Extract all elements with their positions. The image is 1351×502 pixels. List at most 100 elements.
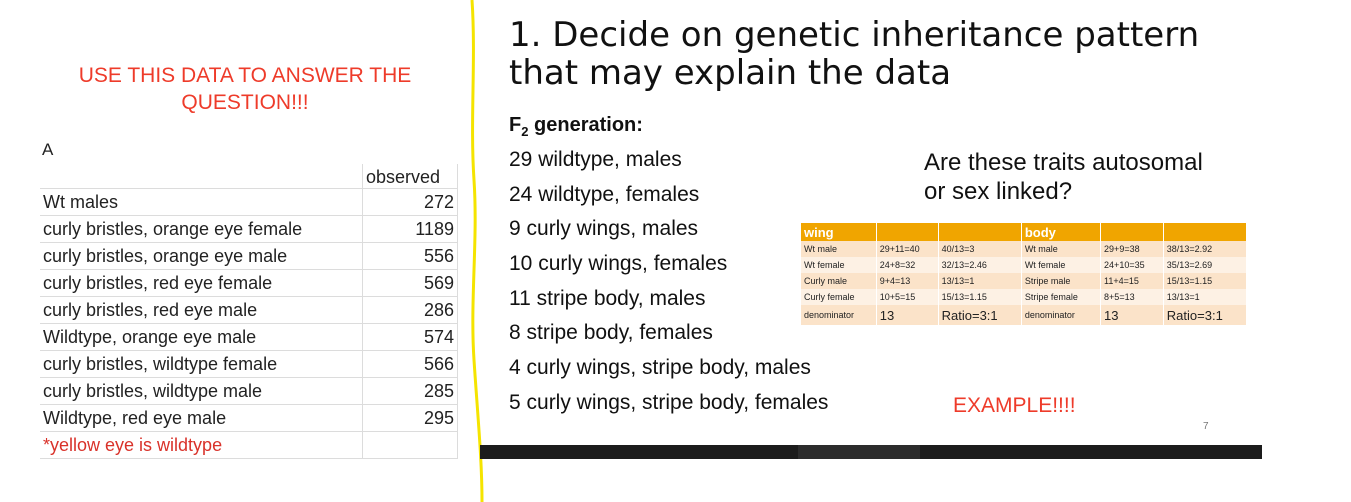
- row-label: curly bristles, wildtype male: [40, 377, 363, 405]
- list-item: 29 wildtype, males: [509, 148, 682, 171]
- table-row: curly bristles, orange eye male 556: [40, 242, 458, 270]
- example-label: EXAMPLE!!!!: [953, 394, 1076, 417]
- row-value: 1189: [362, 215, 458, 243]
- table-row: Wt male 29+11=40 40/13=3 Wt male 29+9=38 38/…: [801, 241, 1248, 257]
- row-value: 285: [362, 377, 458, 405]
- table-row: curly bristles, red eye male 286: [40, 296, 458, 324]
- cell: 40/13=3: [938, 241, 1022, 257]
- sheet-letter: A: [42, 140, 54, 159]
- row-label: curly bristles, orange eye female: [40, 215, 363, 243]
- table-row: curly bristles, wildtype female 566: [40, 350, 458, 378]
- yellow-divider-line: [470, 0, 484, 502]
- question-text: Are these traits autosomal or sex linked…: [924, 148, 1244, 206]
- cell: Curly female: [801, 289, 877, 305]
- video-player-thumbnail: [798, 445, 920, 459]
- header-wing: wing: [801, 223, 877, 241]
- row-label: curly bristles, orange eye male: [40, 242, 363, 270]
- cell: 8+5=13: [1100, 289, 1164, 305]
- f2-prefix: F: [509, 114, 522, 136]
- cell: 35/13=2.69: [1163, 257, 1248, 273]
- table-row: Curly male 9+4=13 13/13=1 Stripe male 11+4=…: [801, 273, 1248, 289]
- slide-title-line2: that may explain the data: [509, 53, 952, 93]
- table-row: Wt female 24+8=32 32/13=2.46 Wt female 24+1…: [801, 257, 1248, 273]
- table-row: curly bristles, red eye female 569: [40, 269, 458, 297]
- cell: 13: [876, 305, 939, 325]
- question-line1: Are these traits autosomal: [924, 149, 1203, 176]
- table-row: curly bristles, wildtype male 285: [40, 377, 458, 405]
- question-line2: or sex linked?: [924, 178, 1073, 205]
- cell: 10+5=15: [876, 289, 939, 305]
- observed-data-table: observed Wt males 272 curly bristles, ora…: [40, 164, 458, 459]
- row-label: curly bristles, red eye female: [40, 269, 363, 297]
- f2-subscript: 2: [521, 124, 529, 139]
- cell: Stripe female: [1021, 289, 1102, 305]
- slide-title-line1: 1. Decide on genetic inheritance pattern: [509, 15, 1200, 55]
- row-value: 272: [362, 188, 458, 216]
- row-value: 569: [362, 269, 458, 297]
- cell: Wt female: [1021, 257, 1102, 273]
- cell: Wt male: [1021, 241, 1102, 257]
- row-value: 295: [362, 404, 458, 432]
- cell: Curly male: [801, 273, 877, 289]
- cell: denominator: [801, 305, 877, 325]
- header-empty-cell: [1163, 223, 1248, 241]
- header-body: body: [1021, 223, 1102, 241]
- cell: 29+9=38: [1100, 241, 1164, 257]
- cell: Wt female: [801, 257, 877, 273]
- list-item: 10 curly wings, females: [509, 252, 728, 276]
- column-header-observed: observed: [362, 164, 458, 189]
- header-empty-cell: [40, 164, 363, 189]
- list-item: 24 wildtype, females: [509, 182, 700, 206]
- warning-text: USE THIS DATA TO ANSWER THE QUESTION!!!: [78, 64, 412, 114]
- table-row: Curly female 10+5=15 15/13=1.15 Stripe fem…: [801, 289, 1248, 305]
- row-label: curly bristles, wildtype female: [40, 350, 363, 378]
- cell: 32/13=2.46: [938, 257, 1022, 273]
- cell: Ratio=3:1: [1163, 305, 1248, 325]
- cell: 15/13=1.15: [1163, 273, 1248, 289]
- table-header-row: observed: [40, 164, 458, 189]
- row-label: Wildtype, red eye male: [40, 404, 363, 432]
- row-label: curly bristles, red eye male: [40, 296, 363, 324]
- footnote-empty-cell: [362, 431, 458, 459]
- list-item: 8 stripe body, females: [509, 321, 713, 345]
- header-empty-cell: [876, 223, 939, 241]
- row-value: 286: [362, 296, 458, 324]
- table-row: curly bristles, orange eye female 1189: [40, 215, 458, 243]
- slide-page-number: 7: [1203, 421, 1209, 432]
- cell: denominator: [1021, 305, 1102, 325]
- row-value: 574: [362, 323, 458, 351]
- list-item: 5 curly wings, stripe body, females: [509, 390, 829, 414]
- row-label: Wildtype, orange eye male: [40, 323, 363, 351]
- cell: Stripe male: [1021, 273, 1102, 289]
- example-ratio-table: wing body Wt male 29+11=40 40/13=3 Wt male…: [801, 223, 1248, 325]
- cell: 15/13=1.15: [938, 289, 1022, 305]
- cell: 11+4=15: [1100, 273, 1164, 289]
- slide-canvas: [482, 0, 1262, 445]
- header-empty-cell: [938, 223, 1022, 241]
- list-item: 9 curly wings, males: [509, 217, 699, 241]
- header-empty-cell: [1100, 223, 1164, 241]
- denominator-row: denominator 13 Ratio=3:1 denominator 13 Rati…: [801, 305, 1248, 325]
- cell: Ratio=3:1: [938, 305, 1022, 325]
- list-item: 11 stripe body, males: [509, 286, 706, 310]
- cell: 9+4=13: [876, 273, 939, 289]
- row-value: 566: [362, 350, 458, 378]
- table-row: Wildtype, red eye male 295: [40, 404, 458, 432]
- f2-suffix: generation:: [528, 114, 643, 136]
- table-row: Wt males 272: [40, 188, 458, 216]
- f2-generation-heading: F2 generation:: [509, 114, 643, 139]
- cell: 13/13=1: [938, 273, 1022, 289]
- footnote-row: *yellow eye is wildtype: [40, 431, 458, 459]
- slide-title: 1. Decide on genetic inheritance pattern…: [509, 16, 1249, 92]
- row-label: Wt males: [40, 188, 363, 216]
- cell: Wt male: [801, 241, 877, 257]
- footnote: *yellow eye is wildtype: [40, 431, 363, 459]
- example-header-row: wing body: [801, 223, 1248, 241]
- cell: 24+10=35: [1100, 257, 1164, 273]
- table-row: Wildtype, orange eye male 574: [40, 323, 458, 351]
- cell: 24+8=32: [876, 257, 939, 273]
- observation-list: 29 wildtype, males 24 wildtype, females …: [509, 146, 828, 424]
- cell: 13: [1100, 305, 1164, 325]
- row-value: 556: [362, 242, 458, 270]
- cell: 38/13=2.92: [1163, 241, 1248, 257]
